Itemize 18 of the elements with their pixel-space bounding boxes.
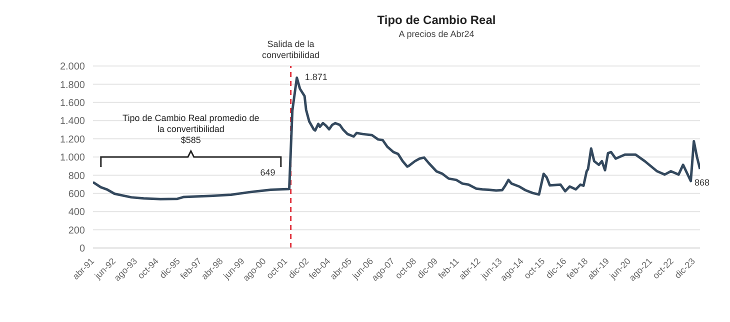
- annotation: 868: [694, 177, 710, 188]
- chart-subtitle: A precios de Abr24: [398, 29, 474, 39]
- annotation: 1.871: [304, 72, 328, 82]
- y-tick-label: 0: [79, 244, 86, 255]
- ref-line-label: Salida de la convertibilidad: [262, 39, 320, 60]
- y-tick-label: 200: [68, 225, 86, 236]
- annotation: Tipo de Cambio Real promedio de la convertibilidad $585: [122, 113, 260, 145]
- y-tick-label: 1.400: [60, 116, 86, 128]
- y-tick-label: 1.000: [60, 152, 86, 164]
- y-tick-label: 1.600: [60, 98, 86, 109]
- y-tick-label: 800: [68, 170, 86, 182]
- y-tick-label: 400: [68, 207, 86, 218]
- y-tick-label: 1.800: [60, 80, 86, 91]
- annotation: 649: [260, 167, 276, 178]
- y-tick-label: 600: [68, 188, 86, 200]
- chart-title: Tipo de Cambio Real: [377, 13, 496, 27]
- y-tick-label: 2.000: [60, 62, 86, 73]
- y-tick-label: 1.200: [60, 134, 86, 146]
